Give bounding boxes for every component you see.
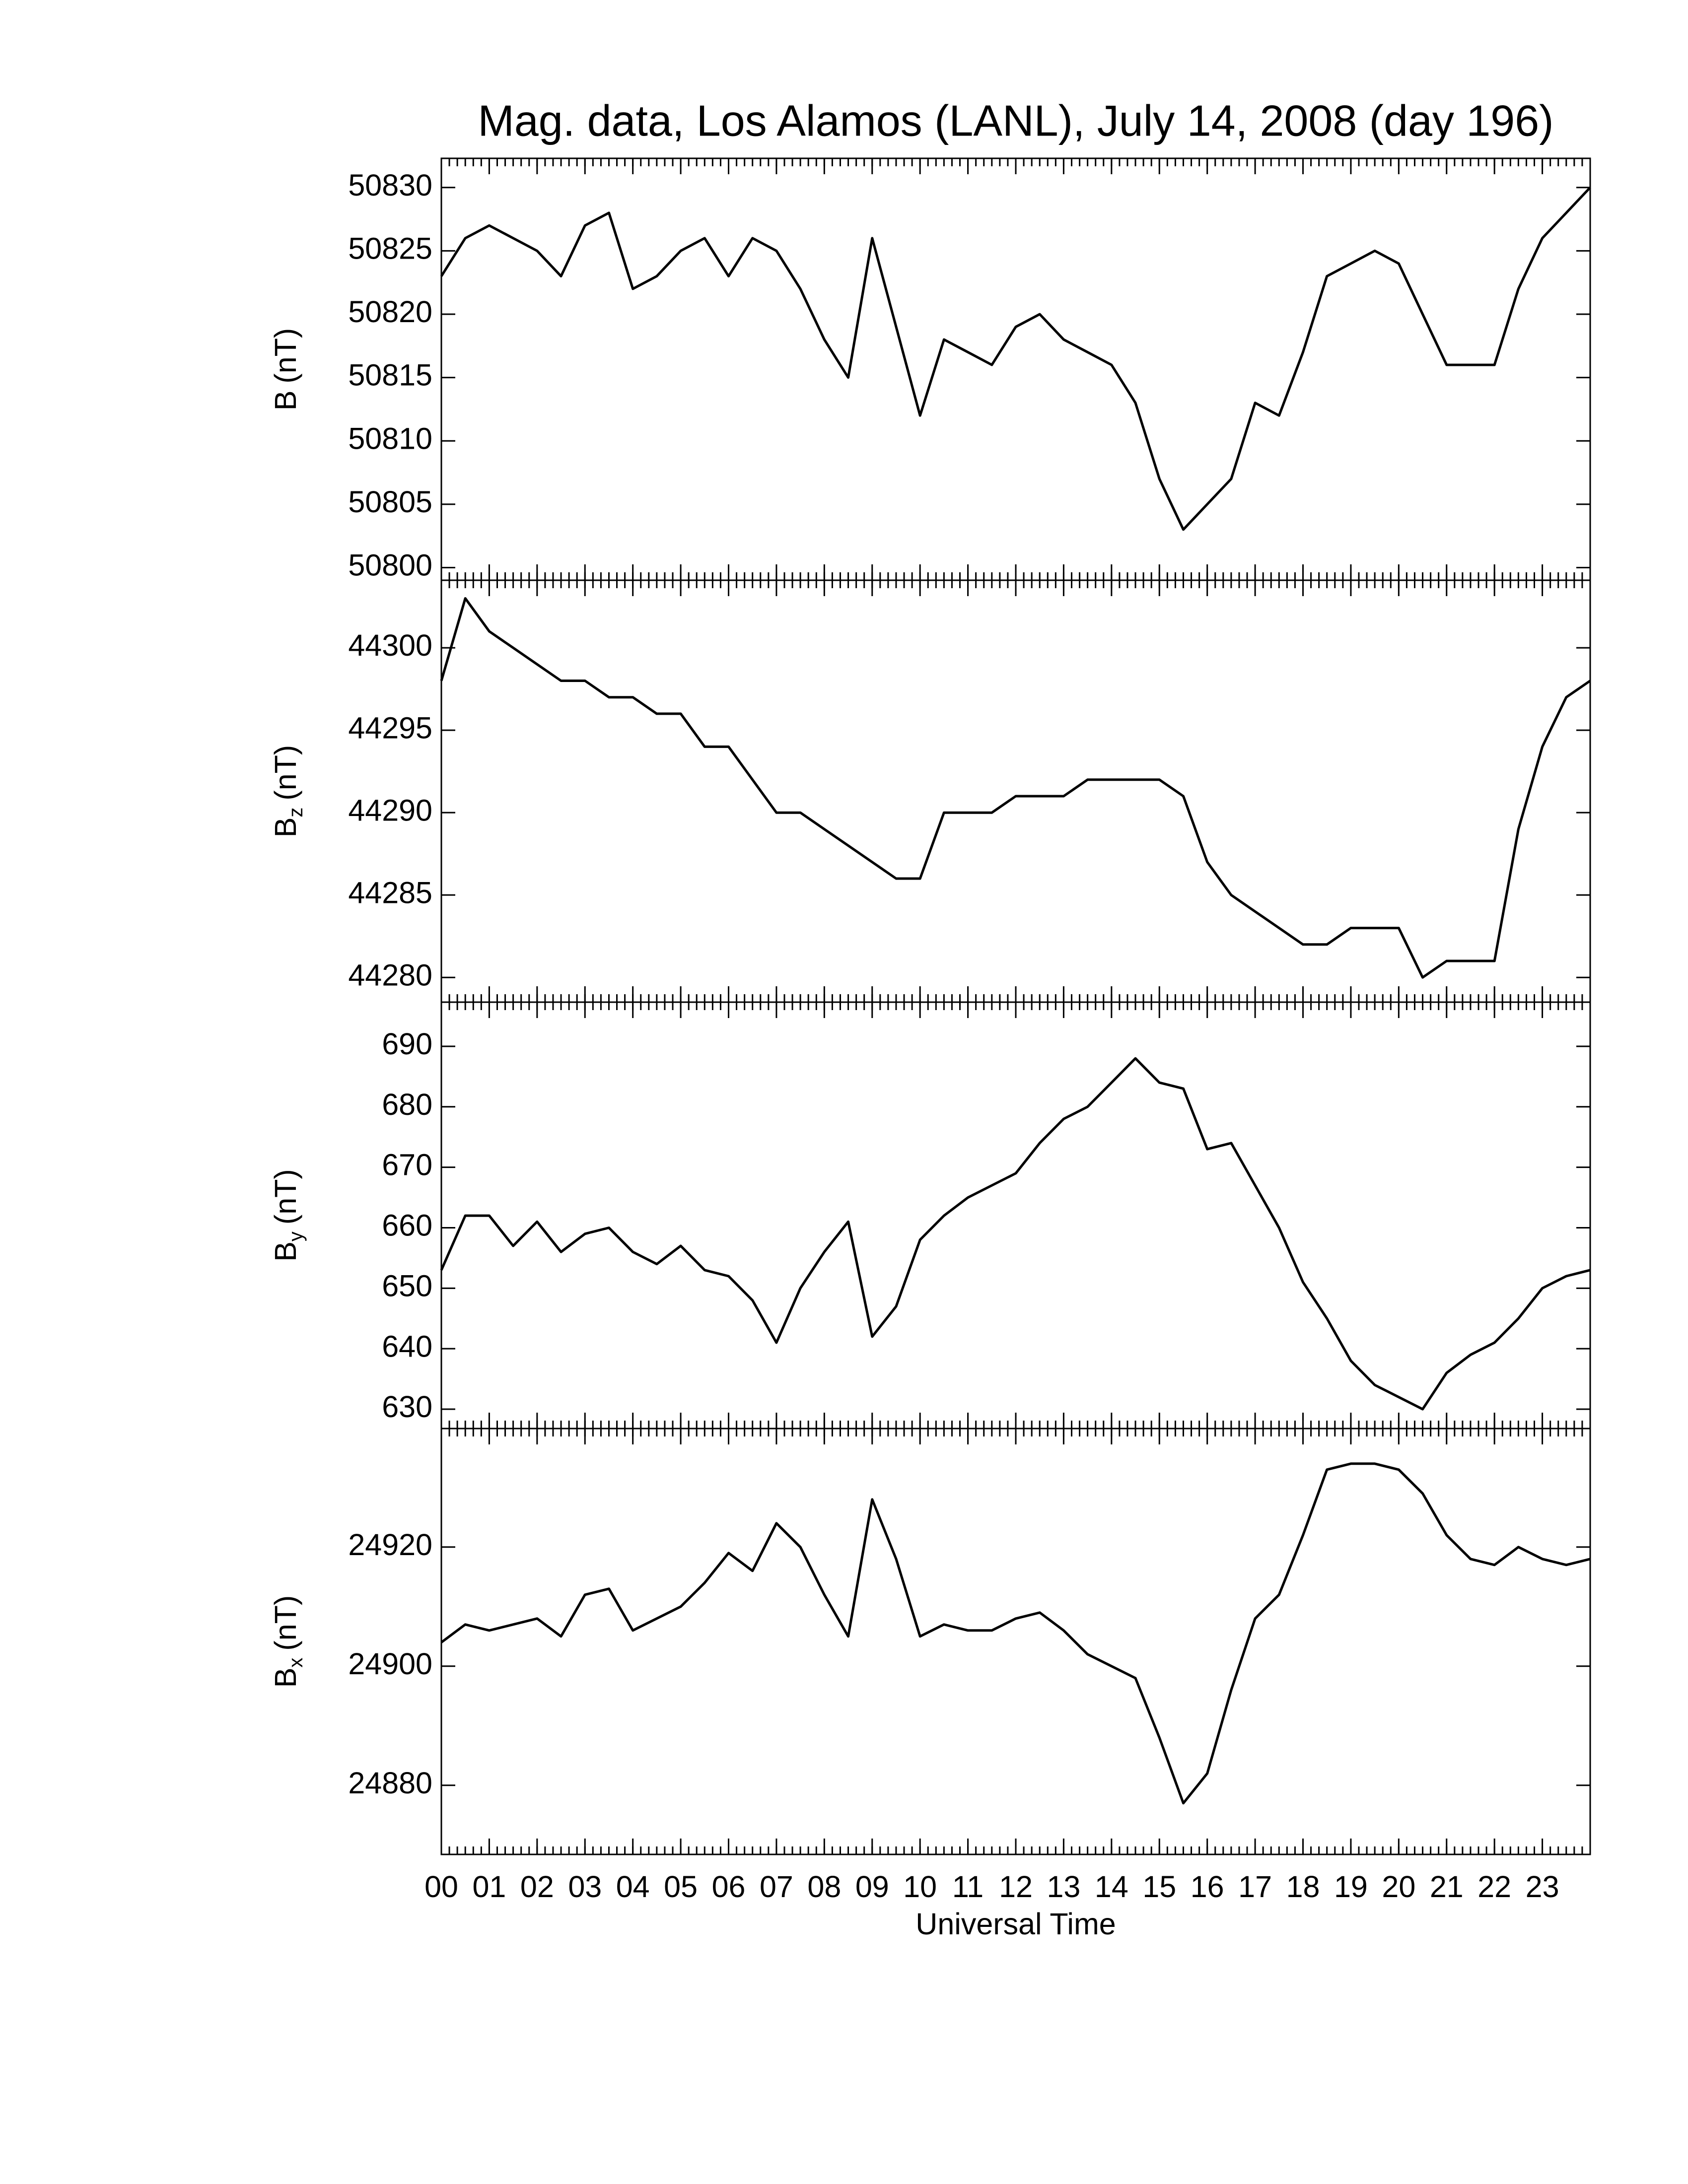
x-tick-label: 16	[1191, 1870, 1224, 1904]
y-tick-label: 50825	[348, 231, 432, 265]
chart-title: Mag. data, Los Alamos (LANL), July 14, 2…	[478, 96, 1554, 145]
x-tick-label: 12	[999, 1870, 1033, 1904]
y-label-subscript: x	[285, 1658, 307, 1668]
y-label-unit: (nT)	[269, 745, 302, 801]
y-tick-label: 50805	[348, 485, 432, 519]
plot-frame	[440, 1428, 1591, 1855]
plot-frame	[440, 579, 1591, 1003]
y-label-unit: (nT)	[269, 328, 302, 384]
y-tick-label: 44300	[348, 628, 432, 662]
y-tick-label: 660	[382, 1209, 432, 1242]
y-tick-label: 690	[382, 1027, 432, 1061]
x-tick-label: 05	[664, 1870, 698, 1904]
y-tick-label: 50830	[348, 168, 432, 202]
x-tick-label: 14	[1095, 1870, 1128, 1904]
y-tick-label: 44290	[348, 793, 432, 827]
y-tick-label: 50810	[348, 421, 432, 455]
x-tick-label: 18	[1286, 1870, 1320, 1904]
y-tick-label: 650	[382, 1269, 432, 1302]
data-line	[440, 186, 1591, 531]
y-tick-label: 44285	[348, 876, 432, 909]
y-label-symbol: B	[269, 818, 302, 838]
y-label-symbol: B	[269, 1241, 302, 1262]
y-tick-label: 50800	[348, 548, 432, 582]
y-tick-label: 44280	[348, 958, 432, 992]
x-tick-label: 00	[424, 1870, 458, 1904]
x-tick-label: 02	[520, 1870, 554, 1904]
y-label-symbol: B	[269, 391, 302, 411]
y-tick-label: 24900	[348, 1647, 432, 1681]
x-tick-label: 15	[1142, 1870, 1176, 1904]
x-tick-label: 17	[1238, 1870, 1272, 1904]
y-tick-label: 50820	[348, 295, 432, 329]
x-tick-label: 23	[1526, 1870, 1559, 1904]
plot-frame	[440, 1001, 1591, 1430]
x-tick-label: 13	[1047, 1870, 1080, 1904]
x-tick-label: 22	[1477, 1870, 1511, 1904]
data-line	[440, 597, 1591, 979]
y-label-unit: (nT)	[269, 1169, 302, 1225]
y-label-subscript: z	[285, 808, 307, 818]
y-label-symbol: B	[269, 1668, 302, 1688]
y-tick-label: 24920	[348, 1528, 432, 1562]
y-axis-label: B (nT)	[269, 328, 302, 411]
x-axis-label: Universal Time	[915, 1907, 1116, 1941]
x-tick-label: 20	[1382, 1870, 1415, 1904]
x-tick-label: 21	[1430, 1870, 1464, 1904]
y-tick-label: 50815	[348, 358, 432, 392]
y-label-subscript: y	[285, 1231, 307, 1241]
plot-frame	[440, 157, 1591, 581]
data-line	[440, 1057, 1591, 1411]
y-tick-label: 640	[382, 1329, 432, 1363]
x-tick-label: 01	[472, 1870, 506, 1904]
data-line	[440, 1462, 1591, 1805]
y-tick-label: 24880	[348, 1766, 432, 1800]
x-tick-label: 07	[760, 1870, 793, 1904]
x-tick-label: 04	[616, 1870, 650, 1904]
y-axis-label: Bx (nT)	[269, 1595, 306, 1688]
x-tick-label: 08	[807, 1870, 841, 1904]
y-tick-label: 630	[382, 1390, 432, 1424]
x-tick-label: 10	[903, 1870, 937, 1904]
x-tick-label: 06	[712, 1870, 746, 1904]
x-tick-label: 03	[568, 1870, 602, 1904]
x-tick-label: 19	[1334, 1870, 1368, 1904]
y-axis-label: Bz (nT)	[269, 745, 306, 838]
y-tick-label: 44295	[348, 711, 432, 745]
y-tick-label: 680	[382, 1088, 432, 1121]
x-tick-label: 09	[855, 1870, 889, 1904]
y-tick-label: 670	[382, 1148, 432, 1182]
x-tick-label: 11	[952, 1870, 984, 1904]
y-label-unit: (nT)	[269, 1595, 302, 1651]
y-axis-label: By (nT)	[269, 1169, 306, 1262]
